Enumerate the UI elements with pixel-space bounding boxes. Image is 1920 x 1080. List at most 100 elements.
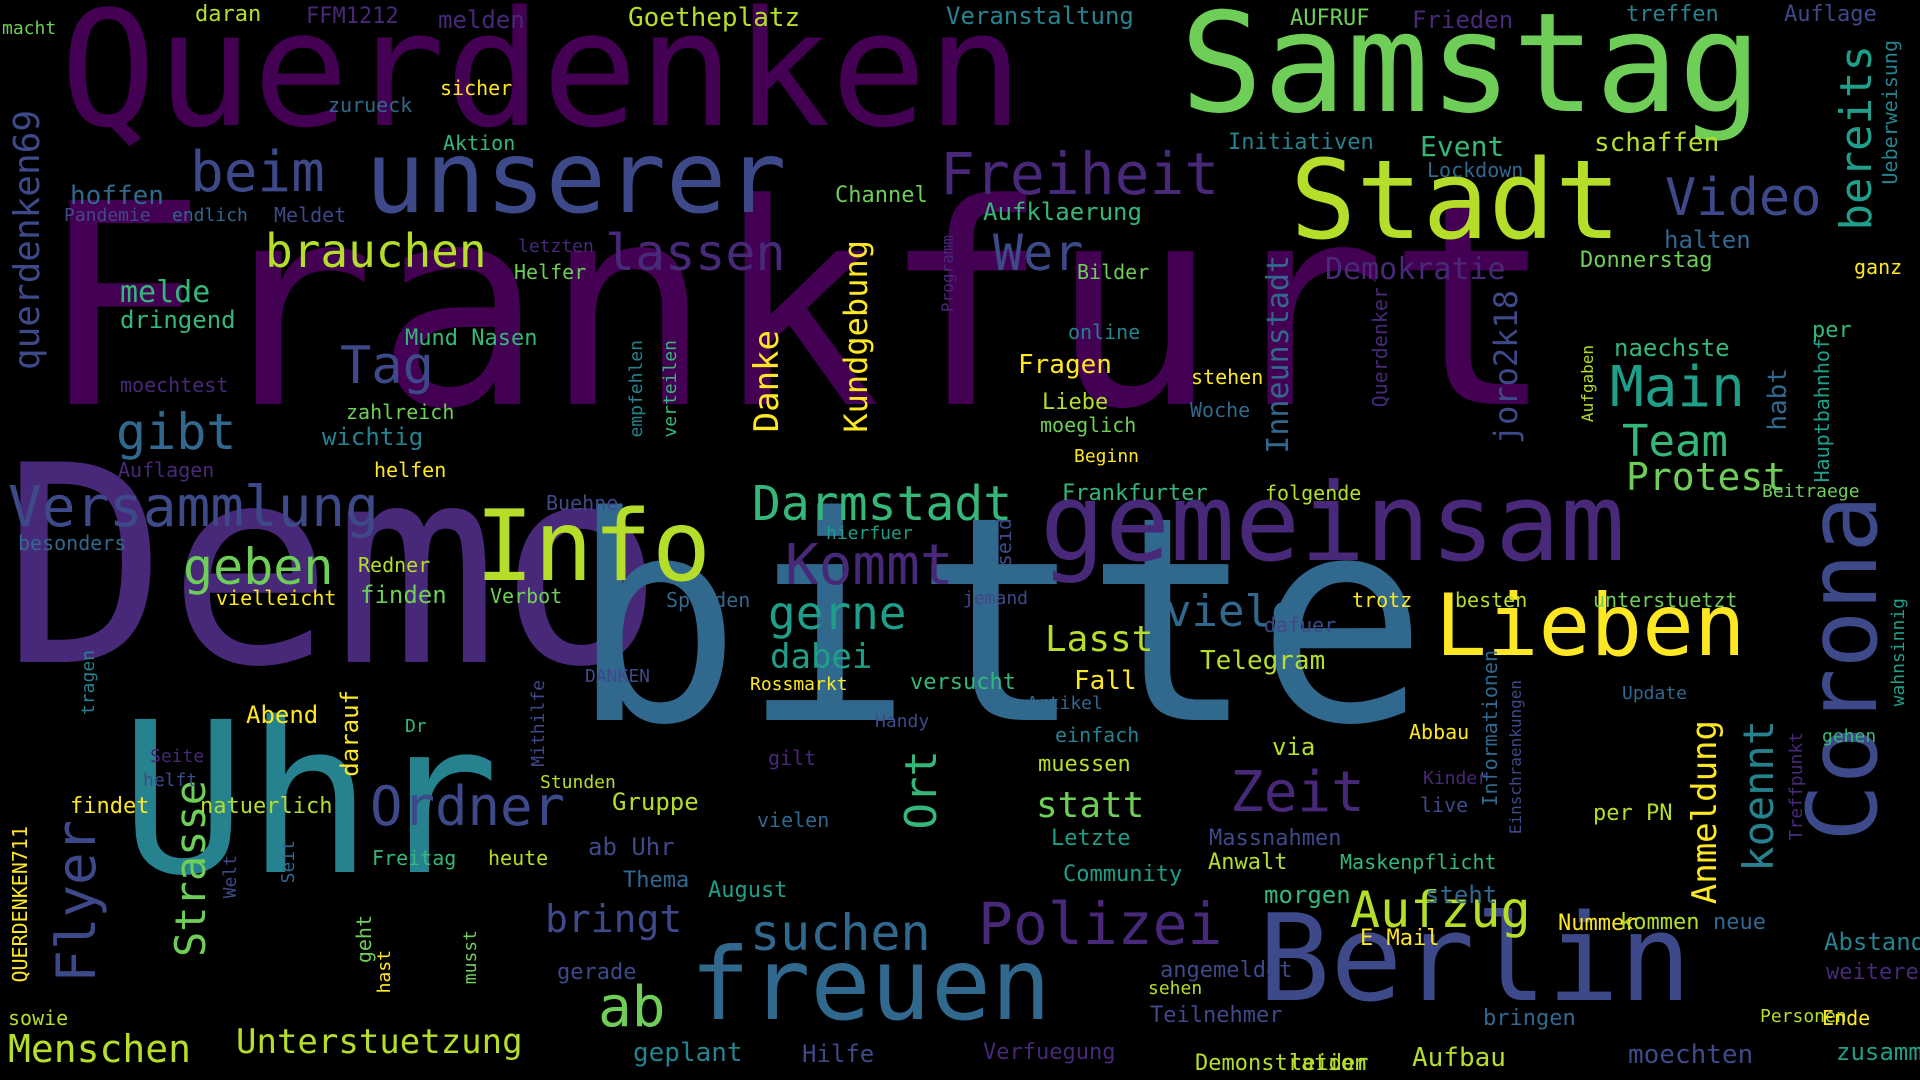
word: Fragen bbox=[1018, 350, 1112, 380]
word: Massnahmen bbox=[1209, 826, 1342, 851]
word: Meldet bbox=[274, 203, 347, 227]
word: finden bbox=[360, 581, 447, 609]
word: bereits bbox=[1831, 45, 1882, 231]
word: trotz bbox=[1352, 588, 1413, 612]
word: ab bbox=[598, 975, 666, 1040]
word: beim bbox=[190, 140, 325, 205]
word: DANKEN bbox=[585, 666, 651, 687]
word: Helfer bbox=[514, 260, 587, 284]
word: Verbot bbox=[490, 584, 563, 608]
word: treffen bbox=[1626, 2, 1719, 27]
word: bitte bbox=[570, 456, 1428, 788]
word: leider bbox=[1289, 1051, 1369, 1076]
word: letzten bbox=[518, 236, 594, 257]
word: joro2k18 bbox=[1487, 290, 1525, 445]
word: koennt bbox=[1734, 720, 1783, 872]
word: gibt bbox=[116, 403, 237, 461]
word: gerne bbox=[768, 586, 907, 640]
word: Aufklaerung bbox=[983, 198, 1142, 226]
word: Verfuegung bbox=[983, 1040, 1116, 1065]
word: Redner bbox=[358, 553, 431, 577]
word: Beitraege bbox=[1762, 481, 1860, 502]
word: Kinder bbox=[1423, 768, 1489, 789]
word: melde bbox=[120, 275, 211, 310]
word: Unterstuetzung bbox=[236, 1022, 523, 1062]
word: Handy bbox=[875, 711, 930, 732]
word: dafuer bbox=[1264, 613, 1337, 637]
word: Welt bbox=[220, 855, 241, 899]
word: August bbox=[708, 878, 788, 903]
word: morgen bbox=[1264, 881, 1351, 909]
word: hast bbox=[374, 950, 395, 994]
word: Video bbox=[1665, 168, 1822, 228]
word: live bbox=[1420, 793, 1469, 817]
word: findet bbox=[70, 794, 150, 819]
word: steht bbox=[1425, 881, 1498, 909]
word: verteilen bbox=[660, 340, 681, 438]
word: angemeldet bbox=[1160, 958, 1293, 983]
word: Letzte bbox=[1051, 826, 1131, 851]
word: zurueck bbox=[328, 93, 413, 117]
word: geben bbox=[183, 538, 334, 596]
word: statt bbox=[1036, 785, 1145, 826]
word: Uhr bbox=[120, 677, 500, 922]
word: helfen bbox=[374, 458, 447, 482]
word: Stadt bbox=[1290, 136, 1622, 264]
word: FFM1212 bbox=[306, 4, 399, 29]
word: Main bbox=[1610, 355, 1745, 420]
word: gehen bbox=[1822, 726, 1877, 747]
word: melden bbox=[438, 6, 525, 34]
word: Ende bbox=[1822, 1006, 1871, 1030]
word: Telegram bbox=[1200, 646, 1326, 676]
word: Aufbau bbox=[1412, 1043, 1506, 1073]
word: E Mail bbox=[1360, 926, 1440, 951]
word: gemeinsam bbox=[1040, 461, 1626, 586]
word: sehen bbox=[1148, 978, 1203, 999]
word: muessen bbox=[1038, 752, 1131, 777]
word: Mund Nasen bbox=[405, 326, 538, 351]
word: Hauptbahnhof bbox=[1810, 338, 1834, 483]
word: Abstand bbox=[1824, 928, 1920, 956]
word: QUERDENKEN711 bbox=[8, 826, 32, 983]
word: Stunden bbox=[540, 772, 616, 793]
word: Personen bbox=[1760, 1006, 1847, 1027]
word: AUFRUF bbox=[1290, 6, 1370, 31]
word: Corona bbox=[1787, 495, 1899, 842]
word: Mithilfe bbox=[528, 680, 549, 767]
word: versucht bbox=[910, 670, 1016, 695]
word: bringt bbox=[545, 897, 683, 941]
word: Pandemie bbox=[64, 205, 151, 226]
word: heute bbox=[488, 846, 549, 870]
word: viele bbox=[1165, 586, 1298, 637]
word: habt bbox=[1763, 368, 1793, 431]
word: online bbox=[1068, 320, 1141, 344]
word: zusammen bbox=[1836, 1038, 1920, 1066]
word: Thema bbox=[623, 868, 690, 893]
word: folgende bbox=[1265, 481, 1362, 505]
word: gerade bbox=[557, 960, 637, 985]
word: Veranstaltung bbox=[946, 2, 1134, 30]
word: Auflagen bbox=[118, 458, 215, 482]
word: Auflage bbox=[1784, 2, 1877, 27]
word: Kundgebung bbox=[837, 240, 875, 433]
word: Demokratie bbox=[1325, 252, 1506, 287]
word: Ort bbox=[896, 750, 947, 830]
word: Artikel bbox=[1027, 693, 1103, 714]
word: Dr bbox=[405, 716, 427, 737]
word: besten bbox=[1455, 588, 1528, 612]
word: Frankfurt bbox=[38, 145, 1556, 471]
word: helft bbox=[143, 770, 198, 791]
word: geplant bbox=[633, 1038, 743, 1068]
word: Abend bbox=[246, 701, 319, 729]
word: Initiativen bbox=[1228, 130, 1374, 155]
word: Aufgaben bbox=[1578, 345, 1597, 423]
word: Querdenken bbox=[60, 0, 1024, 163]
word: Nummer bbox=[1558, 911, 1638, 936]
word: empfehlen bbox=[626, 340, 647, 438]
word: sowie bbox=[8, 1006, 69, 1030]
word: Woche bbox=[1190, 398, 1251, 422]
word: Event bbox=[1420, 130, 1505, 163]
word: Samstag bbox=[1180, 0, 1762, 144]
word: Inneunstadt bbox=[1261, 255, 1296, 454]
word: kommen bbox=[1620, 910, 1700, 935]
